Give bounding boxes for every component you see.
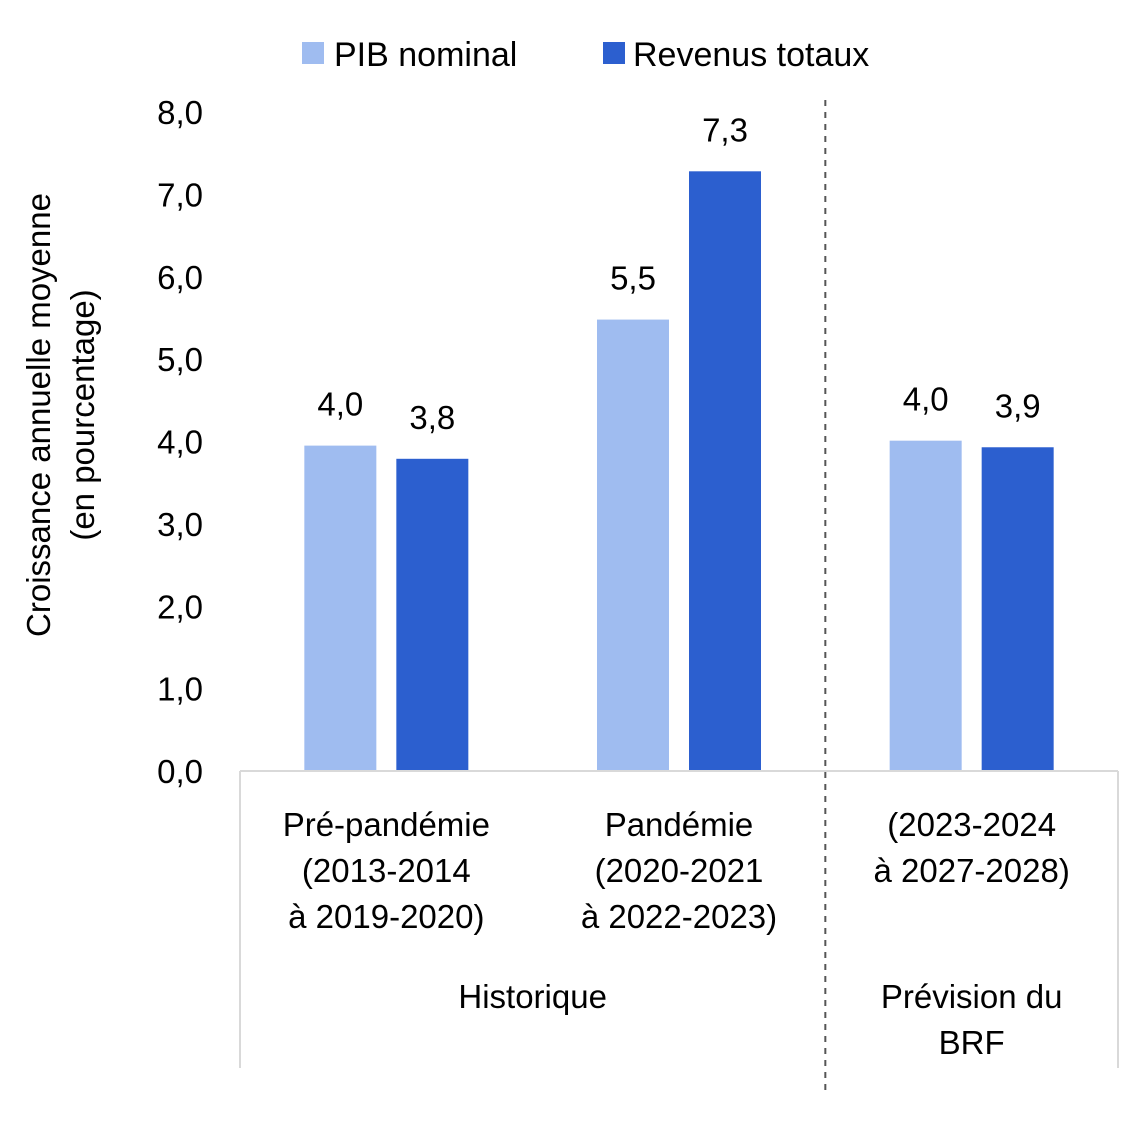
legend-label-revenus-totaux: Revenus totaux bbox=[633, 36, 869, 74]
category-label-line: (2020-2021 bbox=[595, 852, 764, 889]
bar bbox=[304, 445, 377, 771]
legend: PIB nominal Revenus totaux bbox=[302, 36, 869, 74]
group-label-line: Prévision du bbox=[881, 978, 1063, 1015]
legend-swatch-pib-nominal bbox=[302, 42, 324, 64]
y-tick-label: 1,0 bbox=[157, 671, 203, 708]
category-label-line: (2023-2024 bbox=[887, 806, 1056, 843]
data-label: 4,0 bbox=[903, 381, 949, 418]
y-axis-ticks: 0,0 1,0 2,0 3,0 4,0 5,0 6,0 7,0 8,0 bbox=[157, 94, 203, 790]
y-tick-label: 6,0 bbox=[157, 259, 203, 296]
group-label-line: Historique bbox=[458, 978, 607, 1015]
data-label: 3,9 bbox=[995, 387, 1041, 424]
legend-label-pib-nominal: PIB nominal bbox=[334, 36, 517, 74]
y-axis-title-line-2: (en pourcentage) bbox=[64, 289, 101, 540]
bar bbox=[889, 440, 962, 771]
y-tick-label: 5,0 bbox=[157, 341, 203, 378]
y-tick-label: 4,0 bbox=[157, 424, 203, 461]
y-tick-label: 2,0 bbox=[157, 588, 203, 625]
bar bbox=[597, 319, 669, 771]
category-label-line: Pandémie bbox=[605, 806, 754, 843]
y-tick-label: 3,0 bbox=[157, 506, 203, 543]
category-labels: Pré-pandémie (2013-2014 à 2019-2020) Pandém… bbox=[283, 806, 1070, 935]
category-label-line: Pré-pandémie bbox=[283, 806, 490, 843]
category-label-line: à 2019-2020) bbox=[288, 898, 484, 935]
y-tick-label: 8,0 bbox=[157, 94, 203, 131]
category-axis-frame bbox=[239, 100, 1119, 1095]
bars bbox=[304, 171, 1054, 771]
group-labels: Historique Prévision du BRF bbox=[458, 978, 1062, 1061]
bar bbox=[396, 458, 469, 771]
legend-swatch-revenus-totaux bbox=[603, 42, 625, 64]
category-label-line: à 2027-2028) bbox=[874, 852, 1070, 889]
data-label: 4,0 bbox=[317, 386, 363, 423]
value-labels: 4,0 3,8 5,5 7,3 4,0 3,9 bbox=[317, 111, 1040, 435]
y-axis-title-line-1: Croissance annuelle moyenne bbox=[20, 193, 57, 637]
data-label: 7,3 bbox=[702, 111, 748, 148]
group-label-line: BRF bbox=[939, 1024, 1005, 1061]
y-tick-label: 0,0 bbox=[157, 753, 203, 790]
data-label: 5,5 bbox=[610, 260, 656, 297]
data-label: 3,8 bbox=[409, 399, 455, 436]
y-axis-title: Croissance annuelle moyenne (en pourcent… bbox=[20, 193, 101, 637]
bar bbox=[689, 171, 761, 771]
category-label-line: (2013-2014 bbox=[302, 852, 471, 889]
y-tick-label: 7,0 bbox=[157, 176, 203, 213]
category-label-line: à 2022-2023) bbox=[581, 898, 777, 935]
bar bbox=[981, 447, 1054, 771]
